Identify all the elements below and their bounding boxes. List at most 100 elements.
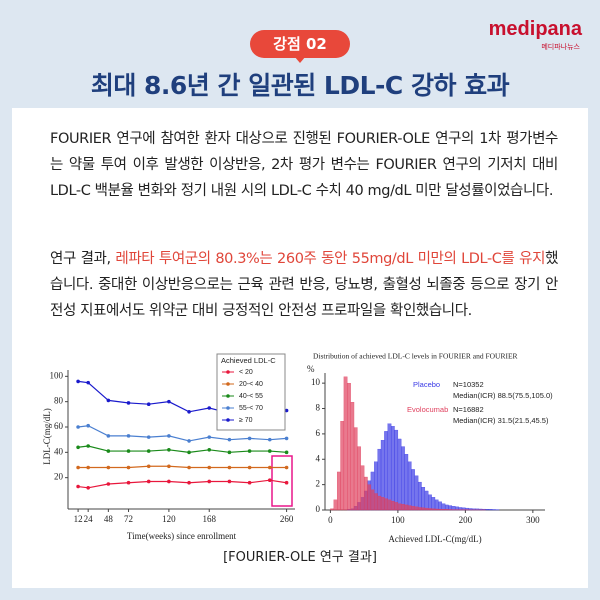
hist-bar	[424, 490, 429, 511]
hist-bar	[384, 498, 388, 511]
hist-bar	[428, 508, 432, 511]
hist-bar	[404, 504, 409, 511]
marker	[106, 449, 111, 453]
logo: medipana	[488, 18, 582, 40]
hist-bar	[441, 509, 446, 511]
marker	[227, 437, 232, 442]
hist-bar	[421, 487, 426, 511]
hist-bar	[414, 506, 419, 511]
marker	[146, 435, 151, 439]
marker	[86, 486, 90, 490]
text: 했습니다. 중대한 이상반응으로는 근육 관련 반응, 당뇨병, 출혈성 뇌졸중…	[50, 251, 559, 319]
x-tick-label: 24	[84, 514, 94, 524]
marker	[146, 464, 151, 469]
y-tick-label: 20	[54, 472, 64, 482]
hist-bar	[336, 471, 341, 511]
marker	[126, 434, 131, 438]
x-tick-label: 48	[104, 514, 114, 524]
annotation-n: N=10352	[453, 380, 484, 389]
hist-bar	[441, 503, 446, 511]
hist-bar	[333, 499, 338, 511]
marker	[86, 465, 90, 470]
series-line	[78, 479, 287, 489]
hist-bar	[390, 500, 395, 511]
marker	[187, 450, 191, 455]
marker	[146, 479, 151, 484]
x-tick-label: 120	[162, 514, 176, 524]
hist-bar	[384, 431, 388, 511]
y-axis-label: %	[307, 364, 315, 374]
hist-bar	[367, 484, 372, 511]
marker	[86, 423, 90, 428]
hist-bar	[417, 481, 422, 511]
x-axis-label: Time(weeks) since enrollment	[127, 531, 237, 541]
y-tick-label: 60	[54, 421, 64, 431]
marker	[247, 465, 252, 470]
hist-bar	[340, 421, 345, 511]
hist-bar	[377, 495, 382, 511]
hist-bar	[330, 508, 334, 511]
title: 최대 8.6년 간 일관된 LDL-C 강하 효과	[90, 71, 510, 100]
hist-bar	[401, 446, 405, 511]
y-axis-label: LDL-C(mg/dL)	[42, 408, 52, 465]
hist-bar	[404, 454, 409, 511]
marker	[126, 449, 131, 453]
hist-bar	[448, 505, 453, 511]
hist-bar	[414, 475, 419, 511]
hist-bar	[431, 497, 436, 511]
hist-bar	[387, 499, 392, 511]
marker	[126, 465, 131, 470]
marker	[227, 450, 232, 455]
hist-bar	[380, 497, 385, 511]
hist-bar	[374, 493, 378, 511]
marker	[207, 406, 212, 410]
y-tick-label: 40	[54, 446, 64, 456]
marker	[284, 408, 289, 413]
x-axis-label: Achieved LDL-C(mg/dL)	[388, 534, 481, 544]
hist-bar	[434, 499, 439, 511]
series-line	[78, 465, 287, 469]
y-tick-label: 8	[316, 403, 321, 413]
marker	[126, 480, 131, 485]
marker	[106, 465, 111, 470]
marker	[106, 398, 111, 403]
badge: 강점 02	[250, 30, 350, 58]
hist-bar	[488, 509, 493, 511]
x-tick-label: 72	[124, 514, 133, 524]
legend-box	[216, 353, 286, 431]
x-tick-label: 200	[459, 515, 473, 525]
marker	[267, 437, 272, 442]
y-tick-label: 10	[311, 377, 321, 387]
marker	[207, 465, 212, 470]
marker	[284, 450, 289, 455]
hist-bar	[407, 505, 412, 511]
hist-bar	[353, 427, 358, 511]
y-tick-label: 2	[316, 479, 321, 489]
chart-title: Distribution of achieved LDL-C levels in…	[313, 352, 518, 361]
x-tick-label: 100	[391, 515, 405, 525]
hist-bar	[350, 402, 355, 511]
annotation-name: Evolocumab	[407, 405, 448, 414]
y-tick-label: 0	[316, 504, 321, 514]
marker	[267, 465, 272, 470]
hist-bar	[485, 509, 490, 511]
marker	[146, 449, 151, 453]
marker	[167, 464, 171, 469]
hist-bar	[421, 507, 426, 511]
hist-bar	[438, 501, 442, 511]
marker	[207, 448, 212, 452]
legend-label: < 20	[239, 369, 253, 376]
hist-bar	[401, 504, 405, 511]
marker	[284, 465, 289, 470]
hist-bar	[444, 509, 449, 511]
annotation-median: Median(ICR) 31.5(21.5,45.5)	[453, 416, 549, 425]
marker	[167, 448, 171, 452]
x-tick-label: 0	[328, 515, 333, 525]
hist-bar	[347, 382, 351, 511]
legend-title: Achieved LDL-C	[221, 356, 276, 365]
marker	[284, 480, 289, 485]
marker	[167, 399, 171, 404]
hist-bar	[360, 465, 365, 511]
hist-bar	[417, 507, 422, 511]
